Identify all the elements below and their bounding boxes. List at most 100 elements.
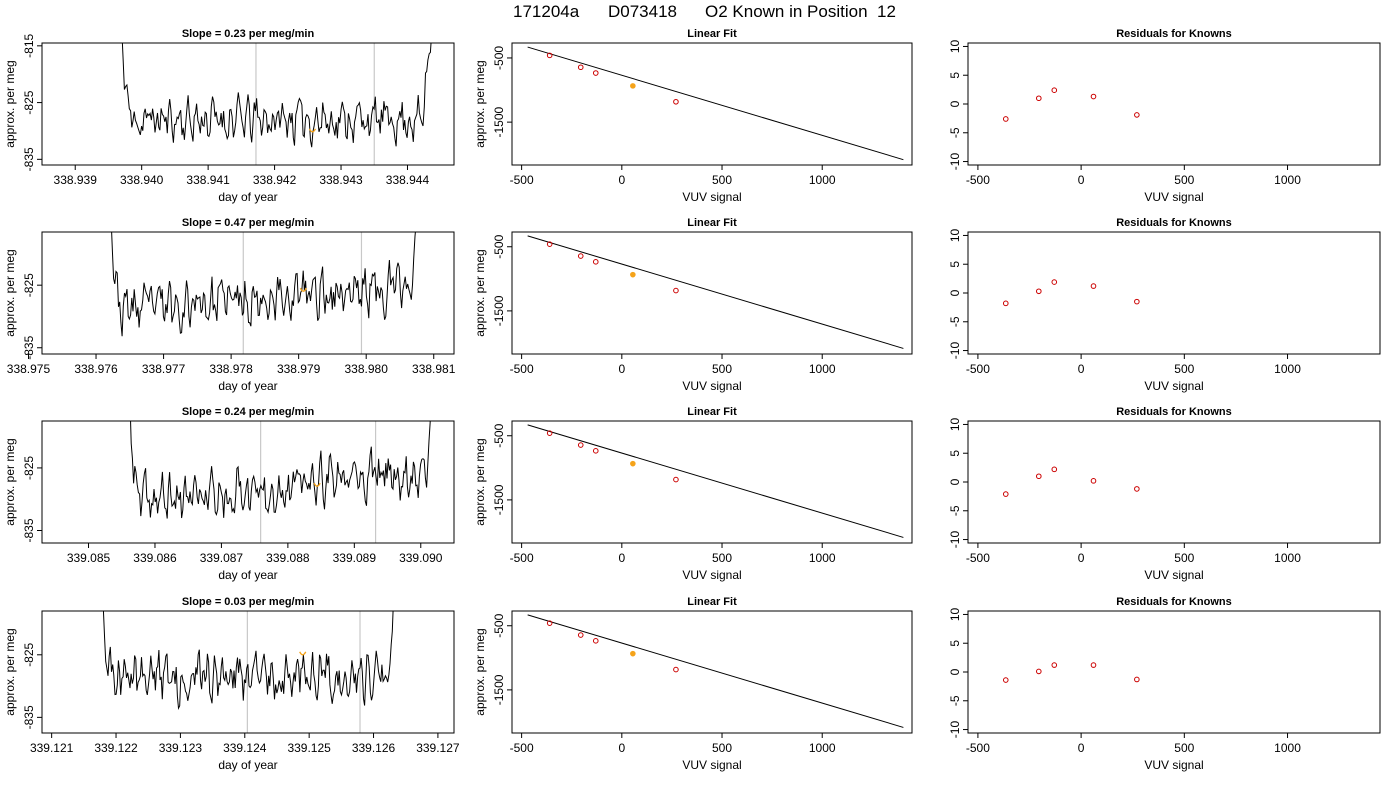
known-point (592, 448, 599, 454)
panel-title: Slope = 0.03 per meg/min (182, 596, 315, 608)
plot-frame (967, 420, 1381, 544)
plot-frame (41, 420, 455, 544)
timeseries-panel-4: Slope = 0.03 per meg/min 339.121 339.122 33… (3, 596, 460, 772)
x-axis-label: VUV signal (1144, 568, 1203, 582)
panel-title: Residuals for Knowns (1116, 406, 1232, 418)
known-point (546, 430, 553, 436)
plot-area (130, 421, 431, 543)
x-tick-label: -500 (966, 741, 990, 755)
x-tick-label: 339.127 (416, 741, 460, 755)
plot-frame (967, 610, 1381, 734)
y-tick-label: 0 (948, 289, 962, 296)
y-tick-label: -10 (948, 721, 962, 739)
known-point (592, 70, 599, 76)
plot-frame (967, 231, 1381, 355)
residual-point (1002, 677, 1009, 683)
residual-point (1090, 662, 1097, 668)
x-tick-label: 0 (1078, 173, 1085, 187)
y-axis-label: approx. per meg (473, 438, 487, 525)
y-axis-label: approx. per meg (473, 60, 487, 147)
y-tick-label: -825 (22, 90, 36, 114)
x-tick-label: 500 (712, 551, 732, 565)
plot-area (102, 611, 394, 733)
x-axis-label: VUV signal (682, 190, 741, 204)
timeseries-panel-1: Slope = 0.23 per meg/min 338.939 338.940 33… (3, 28, 455, 204)
residual-point (1134, 486, 1140, 492)
panel-title: Linear Fit (687, 28, 737, 40)
y-tick-label: -1500 (492, 674, 506, 705)
y-tick-label: -1500 (492, 295, 506, 326)
y-tick-label: 5 (948, 72, 962, 79)
x-tick-label: -500 (510, 741, 534, 755)
x-tick-label: 500 (712, 173, 732, 187)
y-tick-label: -5 (948, 127, 962, 138)
x-axis-label: VUV signal (1144, 758, 1203, 772)
panel-title: Residuals for Knowns (1116, 28, 1232, 40)
residual-point (1051, 662, 1058, 668)
linearfit-panel-1: Linear Fit -500 0 500 1000 -1500 -500 VUV signa… (473, 28, 913, 204)
x-tick-label: 500 (1174, 551, 1194, 565)
y-axis-label: approx. per meg (473, 628, 487, 715)
plot-area (1002, 466, 1140, 497)
residual-point (1134, 298, 1140, 305)
residual-point (1134, 676, 1140, 683)
residuals-panel-1: Residuals for Knowns -500 0 500 1000 -10 -5 0 5 1… (948, 28, 1381, 204)
residual-point (1002, 491, 1009, 497)
highlight-known-point (630, 271, 636, 278)
x-axis-label: day of year (218, 568, 277, 582)
plot-area (527, 235, 904, 349)
known-point (592, 638, 599, 644)
x-tick-label: 338.981 (412, 362, 456, 376)
y-tick-label: -10 (948, 531, 962, 549)
linearfit-panel-2: Linear Fit -500 0 500 1000 -1500 -500 VUV signa… (473, 217, 913, 393)
known-point (546, 52, 553, 59)
x-tick-label: 0 (1078, 362, 1085, 376)
y-axis-label: approx. per meg (3, 249, 17, 336)
x-tick-label: 1000 (1274, 173, 1301, 187)
y-tick-label: 5 (948, 261, 962, 268)
known-point (577, 253, 584, 259)
y-tick-label: 0 (948, 478, 962, 485)
highlight-known-point (630, 83, 636, 89)
x-tick-label: -500 (966, 173, 990, 187)
plot-frame (511, 231, 913, 355)
x-tick-label: -500 (510, 173, 534, 187)
fit-line (527, 424, 904, 538)
figure-position: 12 (877, 2, 896, 21)
figure-sample-id: D073418 (608, 2, 677, 21)
x-tick-label: 339.087 (200, 551, 244, 565)
signal-trace (121, 43, 432, 148)
x-tick-label: -500 (510, 362, 534, 376)
y-tick-label: -835 (22, 705, 36, 729)
x-tick-label: 339.124 (223, 741, 267, 755)
panel-title: Residuals for Knowns (1116, 596, 1232, 608)
x-tick-label: 338.939 (54, 173, 98, 187)
known-point (546, 620, 553, 626)
y-tick-label: 10 (948, 417, 962, 431)
signal-trace (130, 421, 431, 519)
residual-point (1002, 116, 1009, 122)
known-point (673, 476, 679, 483)
y-tick-label: -835 (22, 335, 36, 359)
residual-point (1090, 283, 1097, 289)
x-tick-label: 500 (712, 741, 732, 755)
y-axis-label: approx. per meg (3, 438, 17, 525)
x-tick-label: 339.126 (352, 741, 396, 755)
signal-trace (111, 232, 416, 337)
residual-point (1090, 93, 1097, 100)
y-tick-label: 0 (948, 668, 962, 675)
known-point (546, 241, 553, 247)
y-axis-label: approx. per meg (3, 60, 17, 147)
x-tick-label: 338.976 (74, 362, 118, 376)
x-tick-label: 1000 (809, 173, 836, 187)
plot-frame (41, 610, 455, 734)
plot-area (111, 232, 416, 354)
y-tick-label: -1500 (492, 484, 506, 515)
panel-title: Linear Fit (687, 217, 737, 229)
highlight-sample-marker (299, 651, 307, 656)
known-point (577, 64, 584, 71)
residual-point (1035, 668, 1042, 675)
panel-title: Slope = 0.23 per meg/min (182, 28, 315, 40)
residual-point (1051, 279, 1058, 285)
